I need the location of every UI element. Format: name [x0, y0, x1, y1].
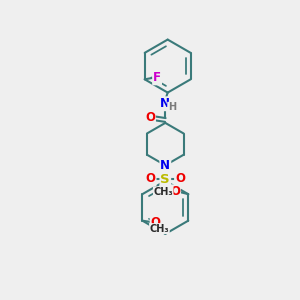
- Text: F: F: [153, 71, 161, 84]
- Text: N: N: [160, 159, 170, 172]
- Text: N: N: [160, 97, 170, 110]
- Text: H: H: [168, 102, 176, 112]
- Text: O: O: [170, 185, 180, 198]
- Text: O: O: [146, 172, 156, 185]
- Text: O: O: [151, 216, 160, 229]
- Text: O: O: [175, 172, 185, 185]
- Text: CH₃: CH₃: [153, 187, 173, 197]
- Text: CH₃: CH₃: [150, 224, 169, 234]
- Text: O: O: [145, 111, 155, 124]
- Text: S: S: [160, 173, 170, 186]
